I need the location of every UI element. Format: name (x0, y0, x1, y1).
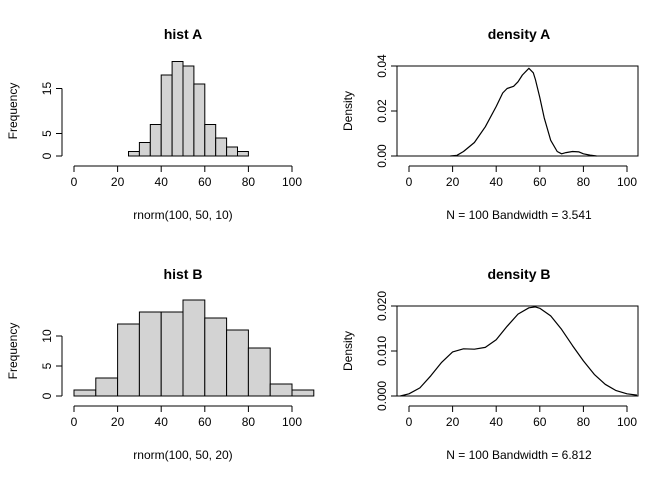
histogram-bar (269, 383, 293, 397)
density-a-title: density A (488, 26, 551, 42)
density-a-y-axis: 0.00 0.02 0.04 (375, 54, 398, 168)
density-b-xlabel: N = 100 Bandwidth = 6.812 (446, 448, 592, 462)
hist-b-x-axis: 0 20 40 60 80 100 (71, 405, 302, 429)
hist-b-title: hist B (164, 266, 203, 282)
hist-b-y-axis: 0 5 10 (40, 329, 63, 399)
density-a-plot-box (396, 65, 639, 157)
hist-a-ylabel: Frequency (6, 83, 20, 140)
histogram-bar (128, 151, 140, 157)
hist-a-xlabel: rnorm(100, 50, 10) (133, 208, 232, 222)
density-a-panel: density A N = 100 Bandwidth = 3.541 Dens… (341, 26, 639, 222)
histogram-bar (247, 347, 271, 397)
x-tick-label: 20 (111, 415, 125, 429)
density-a-curve (450, 67, 597, 157)
x-tick-label: 40 (490, 175, 504, 189)
y-tick-label: 0.000 (375, 381, 389, 411)
x-tick-label: 80 (577, 415, 591, 429)
histogram-bar (117, 323, 140, 397)
x-tick-label: 80 (242, 175, 256, 189)
histogram-bar (160, 311, 184, 397)
histogram-bar (215, 137, 228, 157)
y-tick-label: 10 (40, 329, 54, 343)
y-tick-label: 0.020 (375, 291, 389, 321)
x-tick-label: 100 (617, 415, 637, 429)
density-b-title: density B (487, 266, 550, 282)
histogram-bar (204, 124, 217, 157)
density-b-x-axis: 0 20 40 60 80 100 (406, 405, 637, 429)
x-tick-label: 100 (617, 175, 637, 189)
histogram-bar (226, 329, 249, 397)
density-line (400, 306, 638, 397)
density-line (450, 67, 597, 157)
histogram-bar (73, 389, 97, 397)
histogram-bar (193, 83, 206, 157)
y-tick-label: 15 (40, 82, 54, 96)
histogram-bar (291, 389, 315, 397)
histogram-bar (138, 142, 151, 157)
hist-a-y-axis: 0 5 15 (40, 82, 63, 159)
histogram-bar (171, 61, 184, 157)
x-tick-label: 0 (71, 175, 78, 189)
hist-b-panel: hist B rnorm(100, 50, 20) Frequency 0 20 4… (6, 266, 315, 462)
histogram-bar (204, 317, 228, 397)
histogram-bar (95, 377, 119, 397)
x-tick-label: 0 (71, 415, 78, 429)
y-tick-label: 5 (40, 362, 54, 369)
histogram-bar (237, 151, 249, 157)
histogram-bar (160, 74, 173, 157)
x-tick-label: 60 (533, 175, 547, 189)
x-tick-label: 80 (242, 415, 256, 429)
density-a-xlabel: N = 100 Bandwidth = 3.541 (446, 208, 592, 222)
x-tick-label: 40 (155, 415, 169, 429)
y-tick-label: 0 (40, 392, 54, 399)
x-tick-label: 40 (155, 175, 169, 189)
hist-a-bars (128, 61, 249, 157)
y-tick-label: 0.00 (375, 144, 389, 168)
x-tick-label: 20 (446, 175, 460, 189)
x-tick-label: 60 (198, 415, 212, 429)
y-tick-label: 0.04 (375, 54, 389, 78)
density-b-panel: density B N = 100 Bandwidth = 6.812 Dens… (341, 266, 639, 462)
hist-b-bars (73, 299, 315, 397)
hist-b-ylabel: Frequency (6, 323, 20, 380)
hist-a-title: hist A (164, 26, 202, 42)
hist-a-x-axis: 0 20 40 60 80 100 (71, 165, 302, 189)
x-tick-label: 0 (406, 175, 413, 189)
density-a-ylabel: Density (341, 91, 355, 131)
histogram-bar (149, 124, 162, 157)
x-tick-label: 80 (577, 175, 591, 189)
histogram-bar (182, 299, 206, 397)
y-tick-label: 0.010 (375, 336, 389, 366)
hist-a-panel: hist A rnorm(100, 50, 10) Frequency 0 20 4… (6, 26, 302, 222)
hist-b-xlabel: rnorm(100, 50, 20) (133, 448, 232, 462)
y-tick-label: 0 (40, 152, 54, 159)
x-tick-label: 60 (533, 415, 547, 429)
x-tick-label: 100 (282, 175, 302, 189)
x-tick-label: 60 (198, 175, 212, 189)
y-tick-label: 5 (40, 130, 54, 137)
y-tick-label: 0.02 (375, 99, 389, 123)
density-b-curve (400, 306, 638, 397)
x-tick-label: 20 (111, 175, 125, 189)
density-a-x-axis: 0 20 40 60 80 100 (406, 165, 637, 189)
density-b-ylabel: Density (341, 331, 355, 371)
x-tick-label: 40 (490, 415, 504, 429)
x-tick-label: 100 (282, 415, 302, 429)
x-tick-label: 0 (406, 415, 413, 429)
histogram-bar (226, 146, 239, 157)
histogram-bar (138, 311, 162, 397)
x-tick-label: 20 (446, 415, 460, 429)
histogram-bar (182, 65, 195, 157)
density-b-y-axis: 0.000 0.010 0.020 (375, 291, 398, 411)
density-b-plot-box (396, 305, 639, 397)
